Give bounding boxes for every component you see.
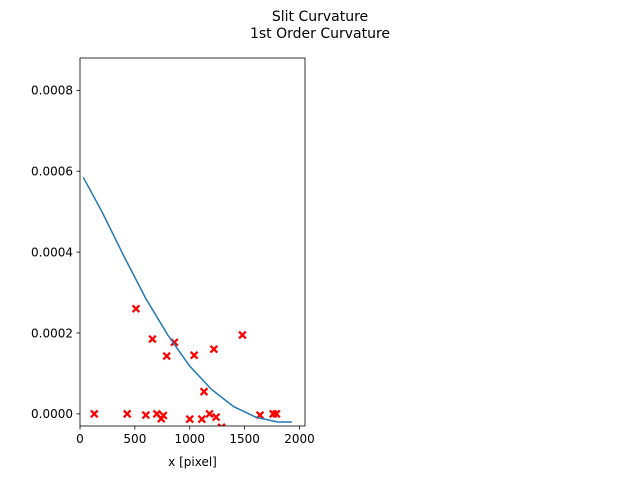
x-tick-label: 2000 bbox=[284, 432, 315, 446]
data-point-marker bbox=[90, 409, 99, 419]
axes: 0 500 1000 1500 2000 0.0000 0.0002 0.0004 0.0006… bbox=[31, 57, 315, 446]
y-tick-label: 0.0002 bbox=[31, 326, 73, 340]
chart-title: Slit Curvature bbox=[272, 9, 368, 25]
x-tick-label: 1500 bbox=[229, 432, 260, 446]
data-point-marker bbox=[122, 409, 132, 419]
data-point-marker bbox=[217, 423, 226, 426]
data-point-marker bbox=[159, 411, 168, 420]
data-point-marker bbox=[141, 410, 151, 420]
y-tick-label: 0.0006 bbox=[31, 165, 73, 179]
data-point-marker bbox=[238, 330, 247, 340]
data-point-marker bbox=[211, 412, 221, 422]
plot-area bbox=[82, 176, 292, 426]
data-point-marker bbox=[199, 387, 209, 396]
y-tick-label: 0.0008 bbox=[31, 84, 73, 98]
data-point-marker bbox=[189, 351, 199, 360]
chart-subtitle: 1st Order Curvature bbox=[250, 26, 390, 42]
data-point-marker bbox=[185, 414, 194, 424]
data-point-marker bbox=[148, 334, 157, 344]
axes-frame bbox=[79, 57, 306, 427]
x-tick-label: 0 bbox=[76, 432, 84, 446]
data-point-marker bbox=[209, 344, 219, 354]
data-point-marker bbox=[272, 409, 281, 419]
y-tick-label: 0.0004 bbox=[31, 245, 73, 259]
fit-curve-line bbox=[82, 176, 292, 423]
x-axis-label: x [pixel] bbox=[168, 455, 217, 469]
x-tick-label: 500 bbox=[123, 432, 146, 446]
data-point-marker bbox=[131, 304, 141, 313]
data-point-marker bbox=[197, 414, 207, 424]
x-tick-label: 1000 bbox=[174, 432, 205, 446]
data-point-marker bbox=[162, 351, 171, 361]
data-point-marker bbox=[205, 409, 214, 419]
y-tick-label: 0.0000 bbox=[31, 407, 73, 421]
